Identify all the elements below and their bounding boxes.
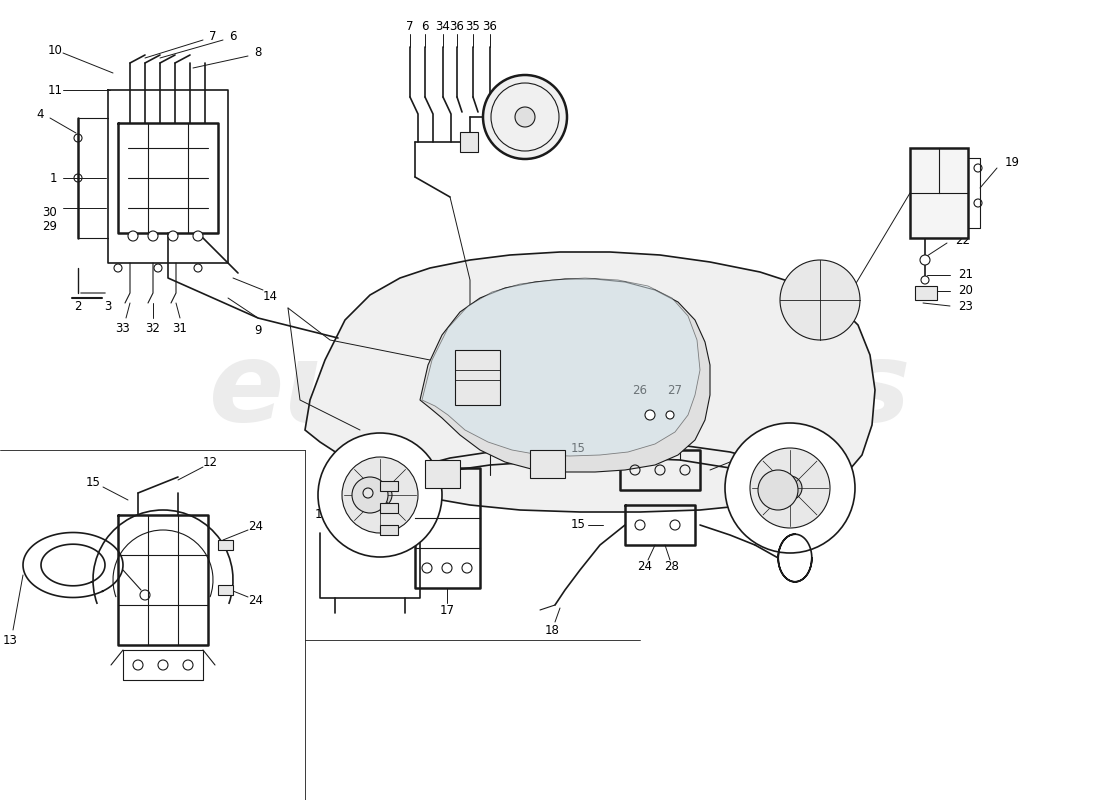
Circle shape	[920, 255, 929, 265]
Text: 6: 6	[421, 19, 429, 33]
Circle shape	[750, 448, 830, 528]
Text: 24: 24	[249, 521, 264, 534]
Text: 36: 36	[450, 19, 464, 33]
Polygon shape	[422, 278, 700, 456]
Text: 7: 7	[406, 19, 414, 33]
Text: 6: 6	[229, 30, 236, 42]
Bar	[460, 132, 478, 152]
Text: 23: 23	[958, 299, 972, 313]
Bar	[379, 481, 398, 491]
Text: 21: 21	[958, 269, 974, 282]
Circle shape	[352, 477, 388, 513]
Text: spare parts since 1985: spare parts since 1985	[346, 438, 634, 462]
Circle shape	[778, 476, 802, 500]
Circle shape	[318, 433, 442, 557]
Circle shape	[194, 264, 202, 272]
Text: 8: 8	[254, 46, 262, 59]
Bar	[530, 450, 565, 478]
Bar	[455, 350, 500, 405]
Text: 7: 7	[209, 30, 217, 42]
Circle shape	[725, 423, 855, 553]
Text: 12: 12	[202, 457, 218, 470]
Text: 3: 3	[104, 299, 112, 313]
Text: 5: 5	[415, 517, 421, 530]
Text: 5: 5	[415, 473, 421, 486]
Circle shape	[758, 470, 798, 510]
Text: 36: 36	[483, 19, 497, 33]
Text: 14: 14	[263, 290, 277, 302]
Circle shape	[645, 410, 654, 420]
Text: 11: 11	[47, 83, 63, 97]
Text: 28: 28	[664, 561, 680, 574]
Circle shape	[483, 75, 566, 159]
Circle shape	[921, 276, 929, 284]
Text: 2: 2	[75, 299, 81, 313]
Text: 10: 10	[47, 43, 63, 57]
Bar	[218, 540, 233, 550]
Circle shape	[666, 411, 674, 419]
Bar	[218, 585, 233, 595]
Text: 32: 32	[145, 322, 161, 334]
Text: 20: 20	[958, 285, 972, 298]
Text: 13: 13	[2, 634, 18, 646]
Text: 29: 29	[43, 219, 57, 233]
Text: 30: 30	[43, 206, 57, 219]
Text: 34: 34	[436, 19, 450, 33]
Text: 16: 16	[315, 509, 330, 522]
Bar	[379, 503, 398, 513]
Circle shape	[114, 264, 122, 272]
Text: 8: 8	[415, 494, 421, 507]
Bar	[379, 525, 398, 535]
Text: 25: 25	[735, 451, 749, 465]
Text: 35: 35	[465, 19, 481, 33]
Circle shape	[168, 231, 178, 241]
Polygon shape	[420, 279, 710, 472]
Text: 1: 1	[50, 171, 57, 185]
Circle shape	[128, 231, 138, 241]
Text: 26: 26	[632, 383, 648, 397]
Circle shape	[368, 483, 392, 507]
Bar	[425, 460, 460, 488]
Text: 15: 15	[571, 518, 585, 531]
Text: 15: 15	[86, 475, 100, 489]
Circle shape	[780, 260, 860, 340]
Text: 18: 18	[544, 623, 560, 637]
Text: 15: 15	[571, 442, 585, 454]
Circle shape	[148, 231, 158, 241]
Text: 27: 27	[668, 383, 682, 397]
Text: 4: 4	[36, 109, 44, 122]
Polygon shape	[305, 252, 875, 512]
Text: 9: 9	[346, 439, 354, 453]
Text: 9: 9	[254, 323, 262, 337]
Text: 24: 24	[638, 561, 652, 574]
Text: 33: 33	[116, 322, 131, 334]
Circle shape	[342, 457, 418, 533]
Circle shape	[363, 488, 373, 498]
Circle shape	[154, 264, 162, 272]
Text: 19: 19	[1005, 157, 1020, 170]
Text: 31: 31	[173, 322, 187, 334]
Text: 17: 17	[440, 605, 454, 618]
Circle shape	[192, 231, 204, 241]
Bar	[910, 148, 968, 238]
Text: 24: 24	[249, 594, 264, 606]
Circle shape	[515, 107, 535, 127]
Bar	[915, 286, 937, 300]
Text: 22: 22	[955, 234, 970, 246]
Text: eurospares: eurospares	[209, 337, 911, 443]
